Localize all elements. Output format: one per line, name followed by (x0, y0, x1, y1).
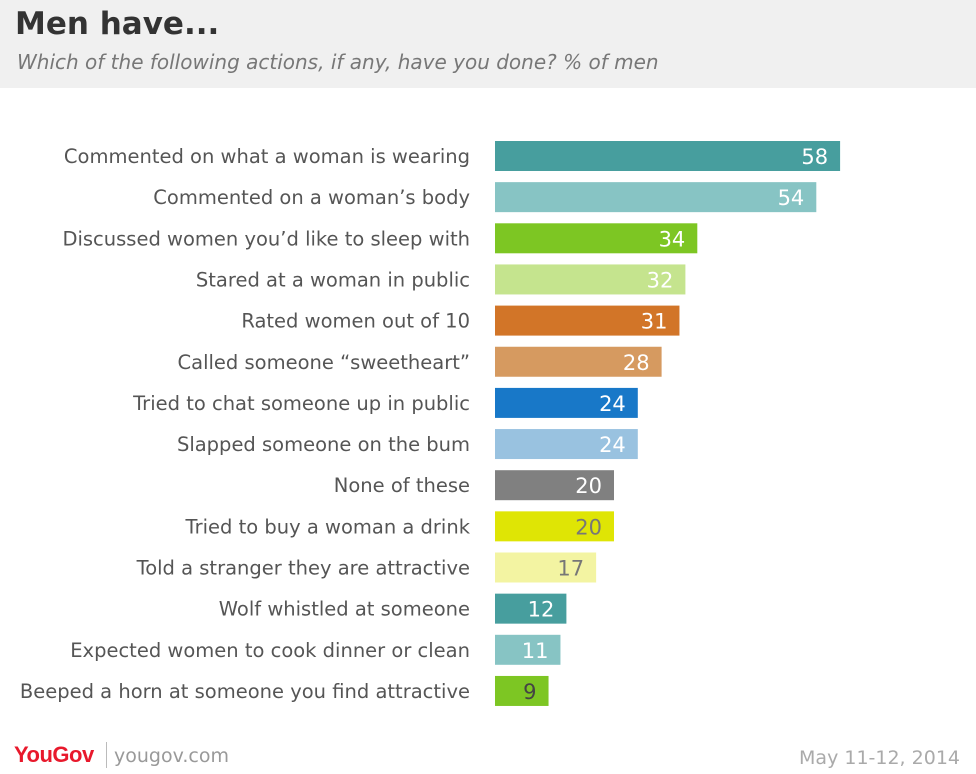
chart-subtitle: Which of the following actions, if any, … (17, 50, 659, 74)
yougov-logo: YouGov (14, 742, 94, 767)
category-label: Expected women to cook dinner or clean (70, 639, 470, 662)
bar (495, 552, 597, 583)
category-label: Called someone “sweetheart” (178, 351, 470, 374)
footer-divider (106, 742, 107, 768)
value-label: 31 (641, 310, 668, 334)
value-label: 58 (801, 145, 828, 169)
category-label: Tried to chat someone up in public (132, 392, 470, 415)
chart-title: Men have... (15, 6, 220, 42)
value-label: 20 (575, 515, 602, 539)
value-label: 9 (523, 680, 536, 704)
bar (495, 141, 841, 171)
value-label: 24 (599, 433, 626, 457)
bar (495, 264, 686, 295)
bar (495, 634, 561, 665)
chart-header: Men have... Which of the following actio… (0, 0, 976, 88)
footer-url: yougov.com (114, 745, 229, 767)
bar (495, 429, 638, 460)
value-label: 12 (528, 598, 555, 622)
bar (495, 182, 817, 213)
category-label: None of these (334, 474, 470, 497)
category-label: Slapped someone on the bum (177, 433, 470, 456)
value-label: 54 (778, 186, 805, 210)
value-label: 17 (557, 557, 584, 581)
category-label: Commented on what a woman is wearing (64, 145, 470, 168)
value-label: 32 (647, 268, 674, 292)
bar (495, 223, 698, 254)
category-label: Beeped a horn at someone you find attrac… (20, 680, 470, 703)
bar (495, 346, 662, 377)
bar (495, 511, 614, 542)
category-label: Commented on a woman’s body (153, 186, 470, 209)
value-label: 20 (575, 474, 602, 498)
bar (495, 305, 680, 336)
category-label: Stared at a woman in public (196, 268, 470, 291)
bar (495, 470, 614, 501)
value-label: 11 (522, 639, 549, 663)
survey-date: May 11-12, 2014 (799, 747, 960, 769)
category-label: Told a stranger they are attractive (136, 557, 470, 580)
bar (495, 675, 549, 706)
category-label: Discussed women you’d like to sleep with (62, 227, 470, 250)
bar (495, 593, 567, 624)
category-label: Tried to buy a woman a drink (185, 515, 471, 538)
bar (495, 387, 638, 418)
value-label: 34 (659, 227, 686, 251)
value-label: 28 (623, 351, 650, 375)
category-label: Wolf whistled at someone (219, 598, 470, 621)
value-label: 24 (599, 392, 626, 416)
category-label: Rated women out of 10 (241, 310, 470, 333)
